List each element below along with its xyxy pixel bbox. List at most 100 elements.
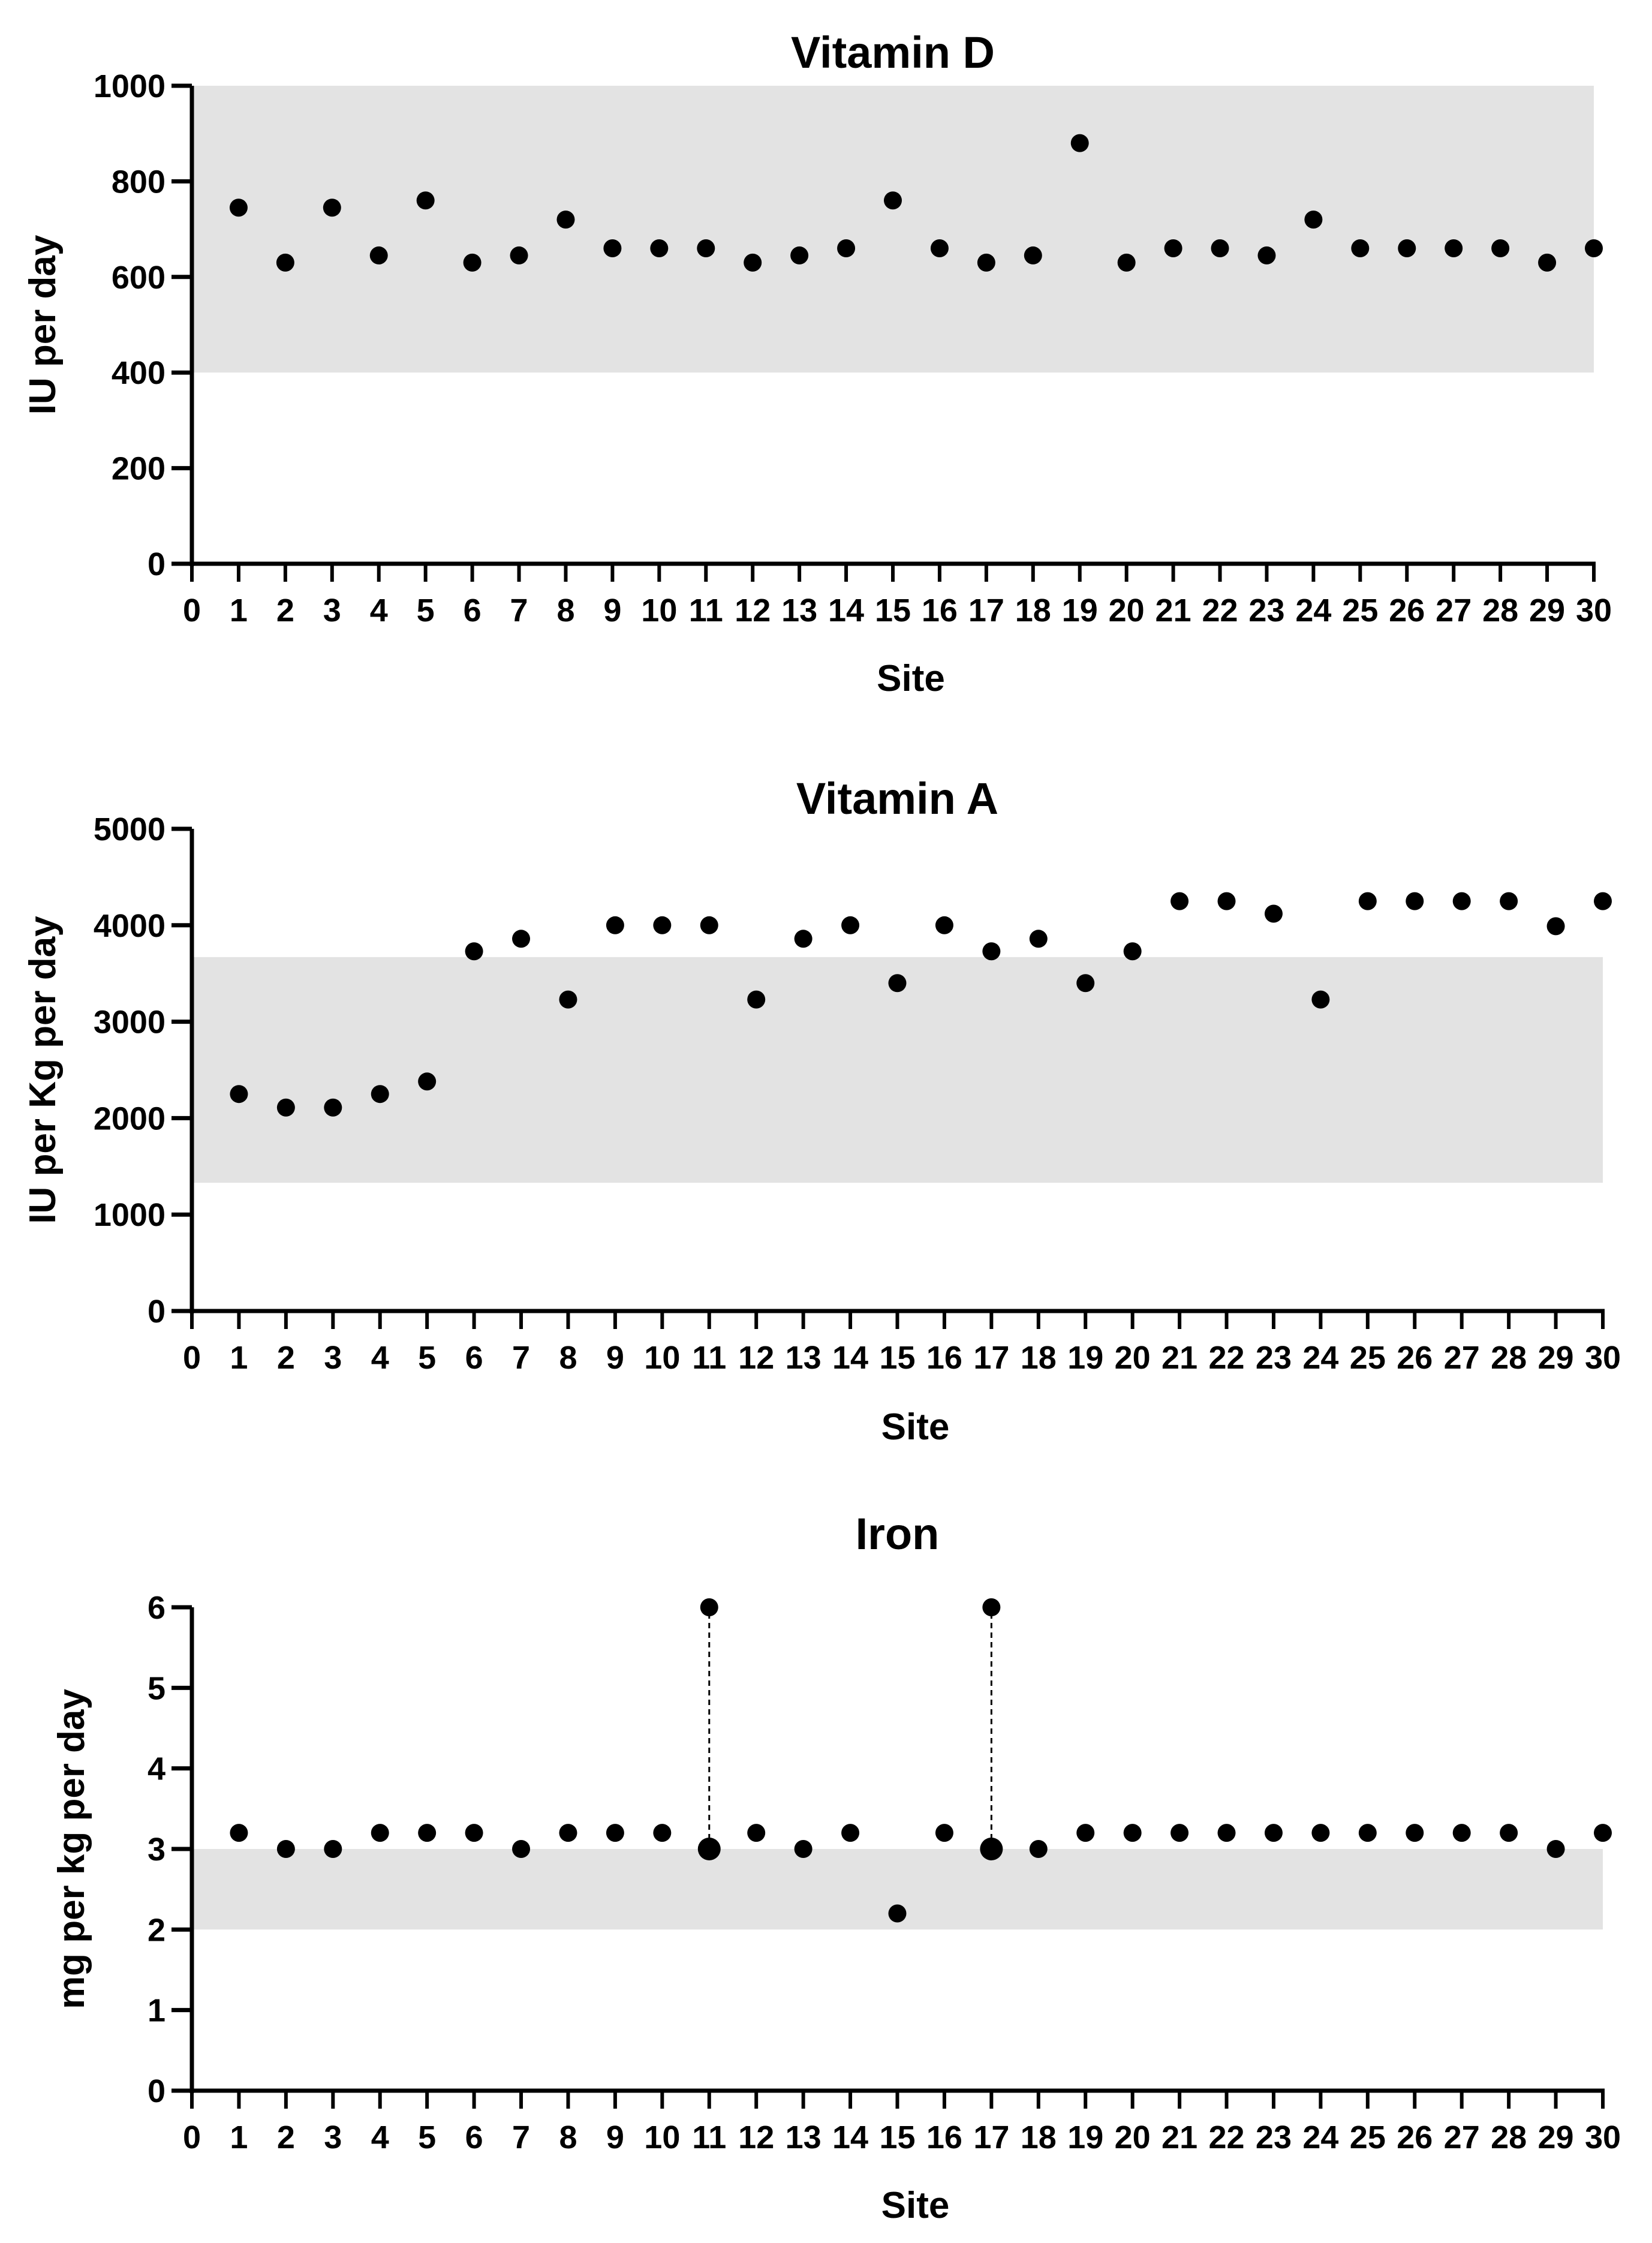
vitamin-d-x-tick-label: 13 bbox=[781, 593, 817, 629]
vitamin-d-data-point bbox=[1398, 239, 1416, 257]
vitamin-a-x-tick-label: 1 bbox=[230, 1340, 248, 1376]
iron-x-tick-label: 25 bbox=[1350, 2119, 1386, 2155]
iron-data-point bbox=[1406, 1824, 1424, 1842]
iron-x-tick-label: 21 bbox=[1161, 2119, 1197, 2155]
vitamin-d-data-point bbox=[1445, 239, 1463, 257]
iron-x-tick-label: 5 bbox=[418, 2119, 436, 2155]
vitamin-d-data-point bbox=[1304, 211, 1323, 229]
vitamin-a-data-point bbox=[276, 1098, 295, 1117]
vitamin-a-x-tick-label: 13 bbox=[786, 1340, 822, 1376]
iron-x-tick-label: 27 bbox=[1444, 2119, 1480, 2155]
vitamin-d-x-tick-label: 0 bbox=[183, 593, 201, 629]
vitamin-a-data-point bbox=[888, 974, 907, 993]
iron-data-point bbox=[512, 1840, 531, 1858]
iron-y-tick-label: 5 bbox=[148, 1670, 165, 1706]
vitamin-a-x-axis-label: Site bbox=[881, 1406, 950, 1448]
iron-data-point bbox=[1594, 1824, 1612, 1842]
vitamin-a-data-point bbox=[841, 916, 860, 934]
vitamin-a-x-tick-label: 15 bbox=[879, 1340, 915, 1376]
iron-x-tick-label: 2 bbox=[277, 2119, 295, 2155]
vitamin-a-data-point bbox=[1123, 942, 1142, 961]
iron-x-tick-label: 23 bbox=[1256, 2119, 1292, 2155]
vitamin-d-x-tick-label: 18 bbox=[1015, 593, 1051, 629]
vitamin-d-data-point bbox=[1351, 239, 1370, 257]
iron-y-axis-label: mg per kg per day bbox=[51, 1688, 92, 2009]
iron-data-point bbox=[1546, 1840, 1565, 1858]
iron-data-point bbox=[1311, 1824, 1330, 1842]
iron-data-point bbox=[418, 1824, 437, 1842]
iron-data-point bbox=[1029, 1840, 1048, 1858]
vitamin-a-x-tick-label: 7 bbox=[512, 1340, 530, 1376]
iron-x-tick-label: 16 bbox=[926, 2119, 962, 2155]
vitamin-a-y-axis-label: IU per Kg per day bbox=[22, 916, 64, 1224]
vitamin-a-data-point bbox=[1029, 930, 1048, 948]
iron-data-point bbox=[465, 1824, 483, 1842]
vitamin-a-x-tick-label: 16 bbox=[926, 1340, 962, 1376]
vitamin-a-x-tick-label: 19 bbox=[1067, 1340, 1103, 1376]
vitamin-a-chart-title: Vitamin A bbox=[796, 774, 998, 823]
vitamin-a-x-tick-label: 28 bbox=[1491, 1340, 1527, 1376]
vitamin-a-data-point bbox=[935, 916, 953, 934]
vitamin-a-data-point bbox=[1311, 990, 1330, 1009]
iron-x-tick-label: 20 bbox=[1115, 2119, 1151, 2155]
iron-x-tick-label: 9 bbox=[606, 2119, 624, 2155]
vitamin-a-data-point bbox=[371, 1085, 389, 1104]
vitamin-a-x-tick-label: 18 bbox=[1021, 1340, 1057, 1376]
iron-x-tick-label: 8 bbox=[559, 2119, 577, 2155]
vitamin-a-x-tick-label: 30 bbox=[1585, 1340, 1621, 1376]
vitamin-a-y-tick-label: 3000 bbox=[94, 1005, 165, 1041]
vitamin-a-data-point bbox=[1170, 892, 1189, 910]
iron-data-point bbox=[1452, 1824, 1471, 1842]
vitamin-a-data-point bbox=[1358, 892, 1377, 910]
iron-x-tick-label: 7 bbox=[512, 2119, 530, 2155]
vitamin-d-data-point bbox=[790, 246, 809, 264]
vitamin-d-data-point bbox=[416, 191, 435, 210]
vitamin-d-x-tick-label: 1 bbox=[230, 593, 248, 629]
vitamin-a-data-point bbox=[982, 942, 1001, 961]
iron-data-point bbox=[794, 1840, 813, 1858]
iron-data-point bbox=[1170, 1824, 1189, 1842]
vitamin-d-data-point bbox=[1211, 239, 1229, 257]
vitamin-d-x-tick-label: 12 bbox=[735, 593, 771, 629]
vitamin-a-x-tick-label: 4 bbox=[371, 1340, 389, 1376]
vitamin-a-data-point bbox=[1264, 904, 1283, 923]
vitamin-d-reference-band bbox=[192, 86, 1594, 373]
iron-y-tick-label: 3 bbox=[148, 1832, 165, 1868]
vitamin-d-data-point bbox=[837, 239, 856, 257]
vitamin-a-data-point bbox=[1452, 892, 1471, 910]
vitamin-a-data-point bbox=[1217, 892, 1236, 910]
iron-x-tick-label: 26 bbox=[1397, 2119, 1433, 2155]
vitamin-d-x-tick-label: 20 bbox=[1109, 593, 1145, 629]
iron-x-tick-label: 12 bbox=[738, 2119, 774, 2155]
iron-data-point bbox=[230, 1824, 248, 1842]
vitamin-d-y-tick-label: 1000 bbox=[94, 68, 165, 104]
iron-x-tick-label: 18 bbox=[1021, 2119, 1057, 2155]
vitamin-a-x-tick-label: 8 bbox=[559, 1340, 577, 1376]
iron-x-tick-label: 1 bbox=[230, 2119, 248, 2155]
vitamin-a-x-tick-label: 3 bbox=[324, 1340, 342, 1376]
vitamin-d-x-tick-label: 8 bbox=[556, 593, 574, 629]
vitamin-a-data-point bbox=[794, 930, 813, 948]
vitamin-d-data-point bbox=[463, 253, 482, 272]
vitamin-d-data-point bbox=[323, 199, 341, 217]
iron-x-tick-label: 0 bbox=[183, 2119, 201, 2155]
vitamin-a-y-tick-label: 0 bbox=[148, 1294, 165, 1330]
vitamin-d-data-point bbox=[697, 239, 715, 257]
iron-data-point bbox=[276, 1840, 295, 1858]
vitamin-d-data-point bbox=[1257, 246, 1276, 264]
iron-x-tick-label: 3 bbox=[324, 2119, 342, 2155]
vitamin-d-x-tick-label: 23 bbox=[1248, 593, 1284, 629]
iron-x-tick-label: 15 bbox=[879, 2119, 915, 2155]
vitamin-a-x-tick-label: 6 bbox=[465, 1340, 483, 1376]
vitamin-a-y-tick-label: 2000 bbox=[94, 1101, 165, 1136]
vitamin-a-x-tick-label: 10 bbox=[644, 1340, 680, 1376]
vitamin-d-data-point bbox=[1164, 239, 1182, 257]
vitamin-a-x-tick-label: 24 bbox=[1302, 1340, 1338, 1376]
vitamin-a-x-tick-label: 14 bbox=[832, 1340, 868, 1376]
vitamin-d-y-axis-label: IU per day bbox=[22, 234, 64, 414]
iron-x-tick-label: 24 bbox=[1302, 2119, 1338, 2155]
vitamin-d-x-tick-label: 10 bbox=[641, 593, 677, 629]
iron-x-tick-label: 19 bbox=[1067, 2119, 1103, 2155]
